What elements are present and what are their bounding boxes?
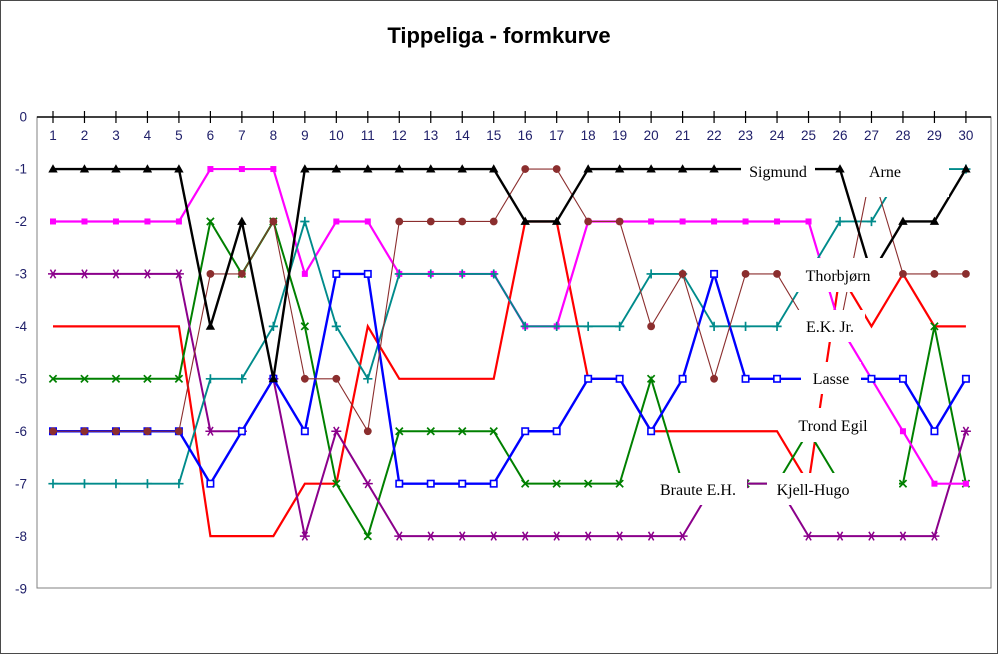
y-tick-label: -8 (15, 529, 27, 544)
x-tick-label: 21 (675, 128, 690, 143)
x-axis-ticks: 1 2 3 4 5 6 7 8 9 10 11 12 13 14 15 16 17 18 19 20 21 22 23 24 2… (49, 111, 973, 143)
x-tick-label: 5 (175, 128, 183, 143)
series-name-text: Thorbjørn (806, 268, 871, 285)
series-label-lasse: Lasse (801, 362, 861, 394)
series-name-text: Kjell-Hugo (777, 482, 850, 499)
series-name-text: Sigmund (749, 164, 807, 181)
series-label-trond-egil: Trond Egil (791, 408, 875, 442)
x-tick-label: 14 (455, 128, 471, 143)
series-name-text: Trond Egil (798, 418, 868, 435)
x-tick-label: 29 (927, 128, 942, 143)
x-tick-label: 28 (895, 128, 910, 143)
x-tick-label: 9 (301, 128, 309, 143)
series-label-arne: Arne (857, 155, 949, 197)
series-name-text: Braute E.H. (660, 482, 736, 499)
x-tick-label: 12 (392, 128, 407, 143)
x-tick-label: 27 (864, 128, 879, 143)
y-tick-label: -1 (15, 162, 27, 177)
series-label-e-k-jr: E.K. Jr. (795, 310, 865, 342)
y-tick-label: -4 (15, 319, 27, 334)
y-axis-labels: 0 -1 -2 -3 -4 -5 -6 -7 -8 -9 (15, 109, 27, 596)
y-tick-label: -5 (15, 372, 27, 387)
x-tick-label: 11 (361, 128, 375, 143)
x-tick-label: 20 (644, 128, 659, 143)
x-tick-label: 3 (112, 128, 120, 143)
x-tick-label: 16 (518, 128, 533, 143)
y-tick-label: -9 (15, 581, 27, 596)
x-tick-label: 1 (49, 128, 57, 143)
series-name-text: Arne (869, 164, 901, 181)
y-tick-label: -2 (15, 214, 27, 229)
x-tick-label: 17 (549, 128, 564, 143)
y-tick-label: -7 (15, 476, 27, 491)
x-tick-label: 4 (144, 128, 152, 143)
x-tick-label: 30 (958, 128, 973, 143)
x-tick-label: 6 (207, 128, 215, 143)
x-tick-label: 23 (738, 128, 753, 143)
y-tick-label: 0 (19, 109, 27, 124)
series-label-kjell-hugo: Kjell-Hugo (767, 473, 899, 505)
x-tick-label: 2 (81, 128, 89, 143)
x-tick-label: 15 (486, 128, 501, 143)
chart-title: Tippeliga - formkurve (387, 23, 611, 48)
x-tick-label: 7 (238, 128, 246, 143)
x-tick-label: 26 (832, 128, 847, 143)
x-tick-label: 25 (801, 128, 816, 143)
x-tick-label: 18 (581, 128, 596, 143)
series-label-sigmund: Sigmund (741, 157, 815, 185)
series-label-thorbj-rn: Thorbjørn (793, 258, 883, 292)
x-tick-label: 19 (612, 128, 627, 143)
x-tick-label: 10 (329, 128, 344, 143)
x-tick-label: 13 (423, 128, 438, 143)
y-tick-label: -3 (15, 267, 27, 282)
series-line-trond-egil (53, 272, 967, 538)
x-tick-label: 24 (770, 128, 786, 143)
x-tick-label: 8 (270, 128, 278, 143)
series-label-braute-e-h: Braute E.H. (649, 473, 747, 505)
series-name-text: Lasse (813, 371, 849, 388)
y-tick-label: -6 (15, 424, 27, 439)
x-tick-label: 22 (707, 128, 722, 143)
series-name-text: E.K. Jr. (806, 319, 854, 336)
